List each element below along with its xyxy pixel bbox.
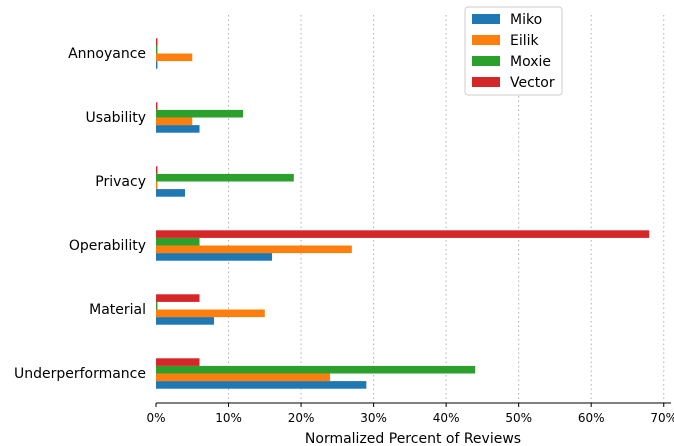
bar (156, 373, 331, 382)
legend: Miko Eilik Moxie Vector (464, 6, 563, 96)
bar (156, 102, 158, 110)
legend-label: Vector (510, 75, 555, 91)
x-tick-label: 30% (360, 411, 387, 425)
category-label: Underperformance (14, 366, 146, 382)
legend-swatch (472, 77, 500, 87)
x-tick-label: 10% (215, 411, 242, 425)
category-label: Privacy (95, 174, 146, 190)
bar (156, 117, 193, 126)
bar (156, 181, 158, 190)
category-labels: Annoyance Usability Privacy Operability Mate… (14, 46, 146, 382)
x-tick-label: 70% (650, 411, 674, 425)
grid-layer (228, 15, 665, 403)
legend-box (464, 6, 563, 96)
x-tick-label: 50% (505, 411, 532, 425)
bars-layer (156, 38, 650, 389)
bar (156, 189, 186, 197)
category-label: Material (89, 302, 146, 318)
bar (156, 38, 158, 46)
bar (156, 45, 158, 54)
bar (156, 245, 352, 254)
legend-swatch (472, 14, 500, 24)
legend-swatch (472, 56, 500, 66)
x-axis-title: Normalized Percent of Reviews (305, 431, 521, 446)
bar (156, 381, 367, 389)
bar (156, 365, 476, 374)
x-tick-label: 60% (578, 411, 605, 425)
bar (156, 309, 265, 318)
bar (156, 109, 244, 118)
category-label: Annoyance (68, 46, 146, 62)
category-label: Usability (86, 110, 146, 126)
bar (156, 125, 200, 133)
bar (156, 253, 273, 261)
legend-swatch (472, 35, 500, 45)
bar (156, 294, 200, 302)
bar (156, 317, 215, 325)
category-label: Operability (69, 238, 146, 254)
bar (156, 230, 650, 238)
x-tick-label: 20% (288, 411, 315, 425)
bar (156, 358, 200, 366)
bar (156, 237, 200, 246)
bar (156, 53, 193, 62)
legend-label: Miko (510, 12, 542, 28)
x-tick-label: 0% (146, 411, 165, 425)
bar (156, 301, 158, 310)
bar (156, 173, 294, 182)
legend-label: Moxie (510, 54, 551, 70)
bar (156, 166, 158, 174)
bar (156, 61, 158, 69)
x-axis: 0% 10% 20% 30% 40% 50% 60% 70% (146, 402, 674, 425)
legend-label: Eilik (510, 33, 540, 49)
x-tick-label: 40% (433, 411, 460, 425)
